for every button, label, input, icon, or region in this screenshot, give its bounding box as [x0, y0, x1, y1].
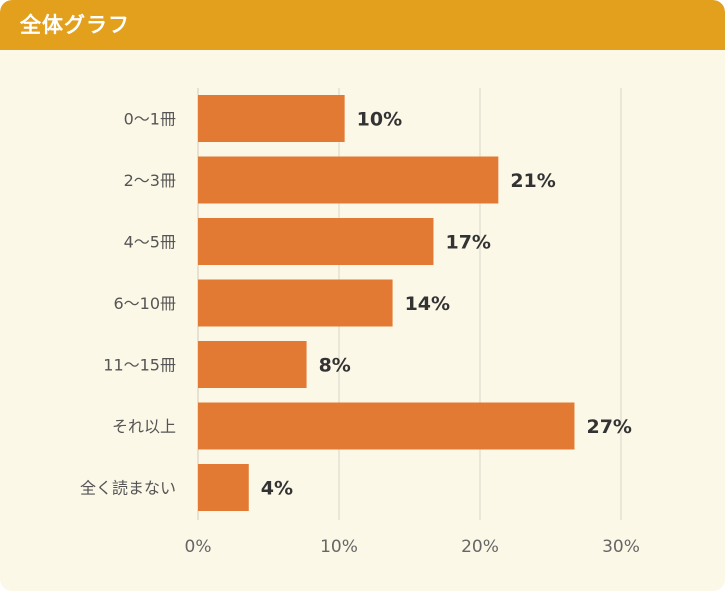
category-label: 全く読まない: [80, 479, 176, 498]
data-label: 27%: [586, 416, 631, 438]
x-tick-label: 30%: [602, 537, 640, 557]
bar: [198, 95, 345, 142]
data-label: 8%: [319, 355, 351, 377]
bar: [198, 341, 307, 388]
bar: [198, 402, 575, 450]
data-label: 21%: [510, 170, 555, 192]
bar: [198, 464, 249, 511]
chart-header: 全体グラフ: [0, 0, 725, 50]
data-label: 17%: [445, 232, 490, 254]
x-tick-label: 10%: [320, 537, 358, 557]
chart-title: 全体グラフ: [20, 13, 130, 37]
bar: [198, 156, 499, 204]
data-label: 4%: [261, 478, 293, 500]
bar: [198, 279, 393, 327]
category-label: 11〜15冊: [103, 356, 176, 375]
category-label: 0〜1冊: [124, 110, 176, 129]
bar: [198, 218, 434, 265]
x-tick-label: 0%: [185, 537, 212, 557]
category-label: 4〜5冊: [124, 233, 176, 252]
category-label: 2〜3冊: [124, 171, 176, 190]
category-label: 6〜10冊: [113, 294, 176, 313]
data-label: 10%: [357, 109, 402, 131]
data-label: 14%: [405, 293, 450, 315]
x-tick-label: 20%: [461, 537, 499, 557]
category-label: それ以上: [112, 417, 176, 436]
